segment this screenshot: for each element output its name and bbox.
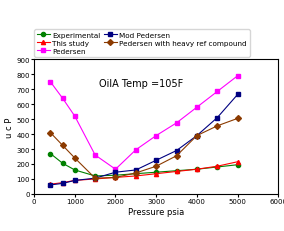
This study: [73, 179, 76, 182]
Pedersen with heavy ref compound: [236, 118, 239, 120]
Pedersen with heavy ref compound: [175, 155, 178, 158]
This study: [216, 165, 219, 168]
Pedersen: [49, 81, 52, 84]
Pedersen with heavy ref compound: [134, 172, 137, 175]
Legend: Experimental, This study, Pedersen, Mod Pedersen, Pedersen with heavy ref compou: Experimental, This study, Pedersen, Mod …: [34, 30, 250, 57]
Pedersen with heavy ref compound: [216, 125, 219, 128]
Line: Experimental: Experimental: [48, 152, 240, 178]
Experimental: [73, 169, 76, 172]
This study: [236, 161, 239, 163]
Pedersen: [236, 75, 239, 78]
Experimental: [154, 171, 158, 174]
Experimental: [93, 175, 97, 178]
Line: Pedersen: Pedersen: [48, 74, 240, 172]
This study: [61, 182, 64, 184]
Experimental: [175, 170, 178, 172]
Mod Pedersen: [114, 171, 117, 174]
Mod Pedersen: [195, 135, 199, 137]
Experimental: [195, 168, 199, 171]
Mod Pedersen: [61, 182, 64, 185]
Mod Pedersen: [154, 159, 158, 162]
Pedersen with heavy ref compound: [114, 176, 117, 179]
Mod Pedersen: [216, 117, 219, 119]
Pedersen with heavy ref compound: [93, 177, 97, 180]
Mod Pedersen: [236, 94, 239, 96]
Experimental: [61, 162, 64, 165]
Experimental: [236, 164, 239, 166]
Pedersen: [61, 97, 64, 100]
Pedersen with heavy ref compound: [154, 165, 158, 168]
Pedersen with heavy ref compound: [195, 135, 199, 137]
Experimental: [216, 166, 219, 169]
Line: Pedersen with heavy ref compound: Pedersen with heavy ref compound: [48, 117, 240, 180]
Experimental: [114, 174, 117, 177]
Pedersen with heavy ref compound: [61, 144, 64, 147]
This study: [49, 183, 52, 186]
Pedersen: [175, 122, 178, 125]
This study: [154, 173, 158, 175]
Pedersen: [134, 149, 137, 152]
Mod Pedersen: [93, 177, 97, 180]
Line: This study: This study: [48, 160, 240, 186]
This study: [134, 175, 137, 178]
Pedersen: [154, 135, 158, 137]
Mod Pedersen: [73, 179, 76, 182]
This study: [175, 170, 178, 173]
Pedersen: [114, 168, 117, 171]
Experimental: [134, 173, 137, 175]
Mod Pedersen: [175, 149, 178, 152]
Mod Pedersen: [134, 169, 137, 172]
Pedersen with heavy ref compound: [73, 157, 76, 160]
Pedersen with heavy ref compound: [49, 132, 52, 134]
Line: Mod Pedersen: Mod Pedersen: [48, 93, 240, 187]
This study: [195, 168, 199, 171]
X-axis label: Pressure psia: Pressure psia: [128, 207, 184, 216]
Y-axis label: u c P: u c P: [5, 117, 14, 137]
Experimental: [49, 152, 52, 155]
This study: [93, 178, 97, 181]
Text: OilA Temp =105F: OilA Temp =105F: [99, 79, 183, 89]
Pedersen: [73, 115, 76, 118]
Pedersen: [93, 154, 97, 157]
Pedersen: [195, 106, 199, 109]
Mod Pedersen: [49, 184, 52, 186]
Pedersen: [216, 91, 219, 94]
This study: [114, 176, 117, 179]
